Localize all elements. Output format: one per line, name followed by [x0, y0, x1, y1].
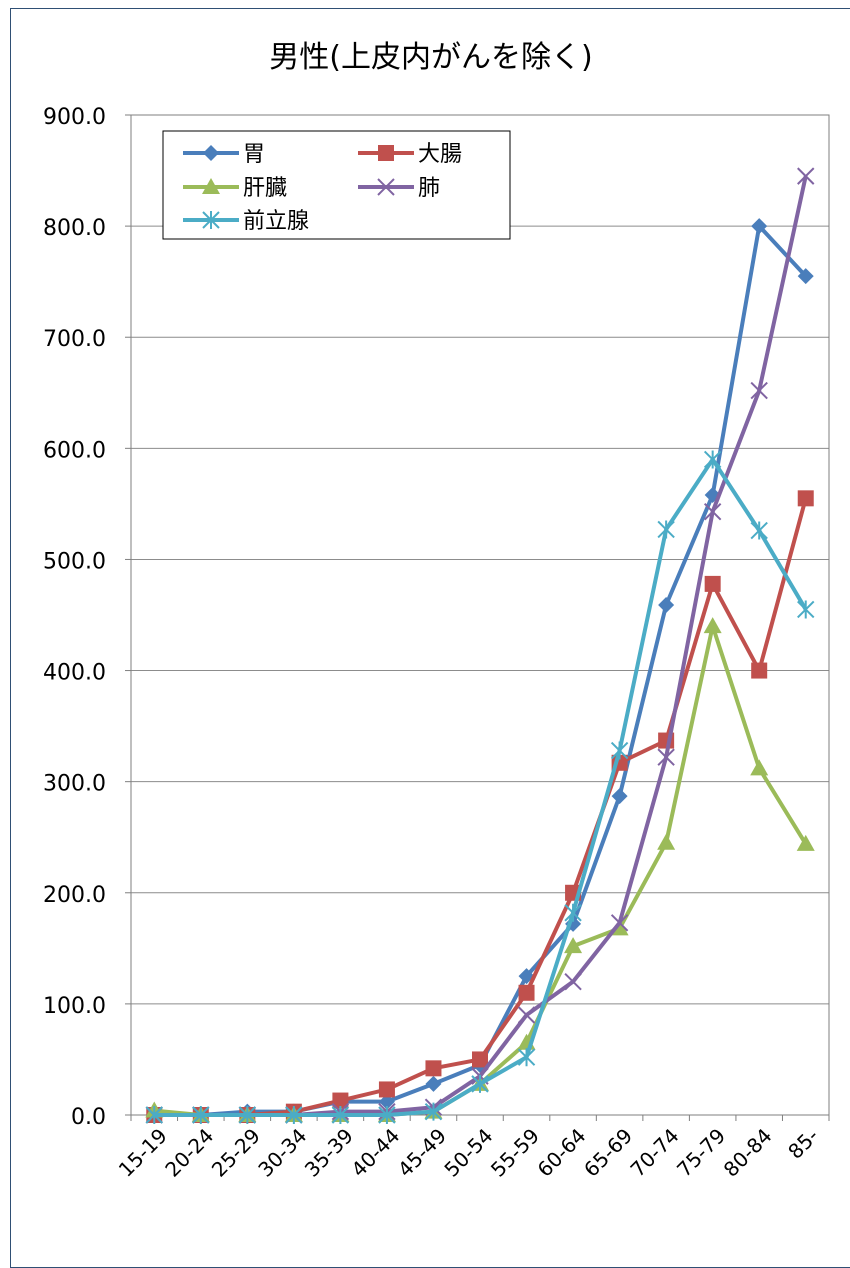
data-point: [610, 914, 629, 932]
series-lines: [145, 167, 815, 1124]
data-point: [517, 1048, 536, 1067]
series-大腸: [146, 490, 814, 1123]
data-point: [517, 1006, 536, 1024]
data-point: [378, 1081, 395, 1098]
data-point: [796, 834, 815, 851]
gridlines: [131, 225, 829, 1005]
data-point: [471, 1074, 489, 1093]
data-point: [564, 937, 583, 954]
series-肺: [145, 167, 815, 1124]
legend-label: 前立腺: [243, 209, 309, 234]
legend-item: 前立腺: [183, 209, 309, 234]
data-point: [332, 1092, 349, 1109]
data-point: [657, 520, 675, 539]
x-tick-label: 65-69: [579, 1124, 637, 1182]
y-tick-label: 0.0: [71, 1105, 106, 1130]
legend-item: 肺: [358, 176, 440, 201]
x-axis-ticks: 15-1920-2425-2930-3435-3940-4445-4950-54…: [114, 1115, 830, 1182]
x-tick-label: 30-34: [253, 1124, 311, 1182]
data-point: [797, 167, 815, 185]
y-tick-label: 700.0: [43, 327, 106, 352]
x-tick-label: 60-64: [533, 1124, 591, 1182]
legend-item: 肝臓: [183, 176, 287, 201]
data-point: [425, 1060, 442, 1077]
x-tick-label: 70-74: [626, 1124, 684, 1182]
y-tick-label: 100.0: [43, 994, 106, 1019]
legend-label: 胃: [243, 142, 265, 167]
data-point: [750, 759, 769, 776]
data-point: [750, 521, 768, 540]
data-point: [202, 178, 220, 194]
data-point: [378, 1093, 395, 1110]
legend-item: 大腸: [358, 142, 462, 167]
data-point: [238, 1106, 257, 1124]
data-point: [192, 1106, 210, 1124]
x-tick-label: 50-54: [439, 1124, 497, 1182]
data-point: [703, 502, 722, 521]
data-point: [610, 741, 629, 760]
series-line: [154, 457, 808, 1117]
x-tick-label: 45-49: [393, 1124, 451, 1182]
series-前立腺: [145, 450, 815, 1124]
data-point: [285, 1106, 303, 1124]
data-point: [703, 617, 722, 634]
data-point: [703, 450, 722, 469]
data-point: [564, 903, 582, 922]
data-point: [564, 972, 582, 991]
legend-label: 大腸: [418, 142, 462, 167]
legend-label: 肺: [418, 176, 440, 201]
y-tick-label: 300.0: [43, 772, 106, 797]
x-tick-label: 35-39: [300, 1124, 358, 1182]
data-point: [657, 833, 676, 850]
data-point: [472, 1051, 488, 1068]
x-tick-label: 20-24: [160, 1124, 218, 1182]
data-point: [657, 748, 675, 766]
chart-frame: 男性(上皮内がんを除く) 0.0 100.0 200.0 300.0 400.0 500.…: [10, 8, 850, 1268]
x-tick-label: 80-84: [719, 1124, 777, 1182]
y-tick-label: 900.0: [43, 105, 106, 130]
x-tick-label: 85-: [783, 1124, 823, 1164]
data-point: [797, 490, 814, 507]
x-tick-label: 15-19: [114, 1124, 172, 1182]
y-tick-label: 200.0: [43, 883, 106, 908]
data-point: [518, 984, 535, 1001]
legend-label: 肝臓: [243, 176, 287, 201]
data-point: [658, 597, 675, 613]
y-tick-label: 600.0: [43, 438, 106, 463]
data-point: [704, 575, 721, 592]
data-point: [797, 600, 815, 619]
x-tick-label: 25-29: [207, 1124, 265, 1182]
data-point: [425, 1075, 442, 1092]
data-point: [378, 1106, 396, 1124]
data-point: [751, 218, 768, 235]
y-tick-label: 400.0: [43, 661, 106, 686]
data-point: [202, 211, 220, 229]
series-肝臓: [145, 617, 815, 1122]
data-point: [797, 268, 814, 285]
chart-title: 男性(上皮内がんを除く): [269, 40, 592, 75]
data-point: [424, 1102, 443, 1121]
data-point: [145, 1106, 163, 1124]
data-point: [331, 1106, 350, 1124]
data-point: [750, 381, 768, 400]
data-point: [378, 145, 394, 161]
data-point: [611, 788, 628, 805]
series-line: [154, 624, 808, 1117]
plot-area-border: [130, 114, 830, 1116]
x-tick-label: 55-59: [486, 1124, 544, 1182]
y-tick-label: 500.0: [43, 549, 106, 574]
data-point: [203, 145, 219, 161]
legend-item: 胃: [183, 142, 265, 167]
y-axis-ticks: 0.0 100.0 200.0 300.0 400.0 500.0 600.0 700.0 80…: [43, 105, 131, 1130]
data-point: [377, 178, 395, 196]
x-tick-label: 40-44: [346, 1124, 404, 1182]
data-point: [751, 662, 768, 679]
x-tick-label: 75-79: [672, 1124, 730, 1182]
y-tick-label: 800.0: [43, 216, 106, 241]
